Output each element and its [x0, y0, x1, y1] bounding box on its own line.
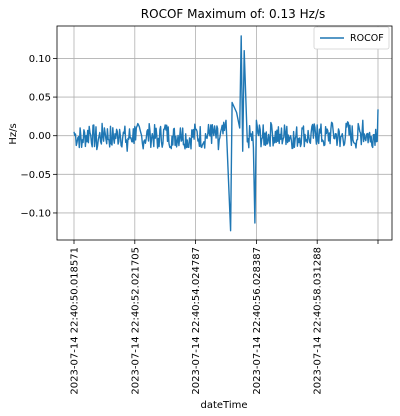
series-line-rocof	[73, 35, 379, 232]
x-axis: 2023-07-14 22:40:50.018571 2023-07-14 22:…	[70, 240, 379, 395]
y-tick-label: 0.10	[29, 54, 51, 65]
plot-frame	[56, 25, 393, 241]
x-tick-label: 2023-07-14 22:40:52.021705	[130, 247, 141, 395]
x-tick-label: 2023-07-14 22:40:54.024787	[191, 247, 202, 395]
y-tick-label: 0.05	[29, 93, 51, 104]
legend: ROCOF	[313, 26, 390, 50]
y-tick-label: 0.00	[29, 131, 51, 142]
series-group	[73, 35, 379, 232]
y-axis-label: Hz/s	[8, 123, 19, 144]
y-tick-label: −0.05	[20, 170, 51, 181]
x-tick-label: 2023-07-14 22:40:56.028387	[252, 247, 263, 395]
x-axis-label: dateTime	[200, 400, 247, 411]
y-axis: 0.10 0.05 0.00 −0.05 −0.10	[20, 54, 57, 219]
x-tick-label: 2023-07-14 22:40:58.031288	[313, 247, 324, 395]
legend-label-rocof: ROCOF	[350, 33, 384, 44]
x-tick-label: 2023-07-14 22:40:50.018571	[70, 247, 81, 395]
legend-box	[313, 26, 390, 50]
y-tick-label: −0.10	[20, 208, 51, 219]
chart-title: ROCOF Maximum of: 0.13 Hz/s	[141, 7, 325, 21]
